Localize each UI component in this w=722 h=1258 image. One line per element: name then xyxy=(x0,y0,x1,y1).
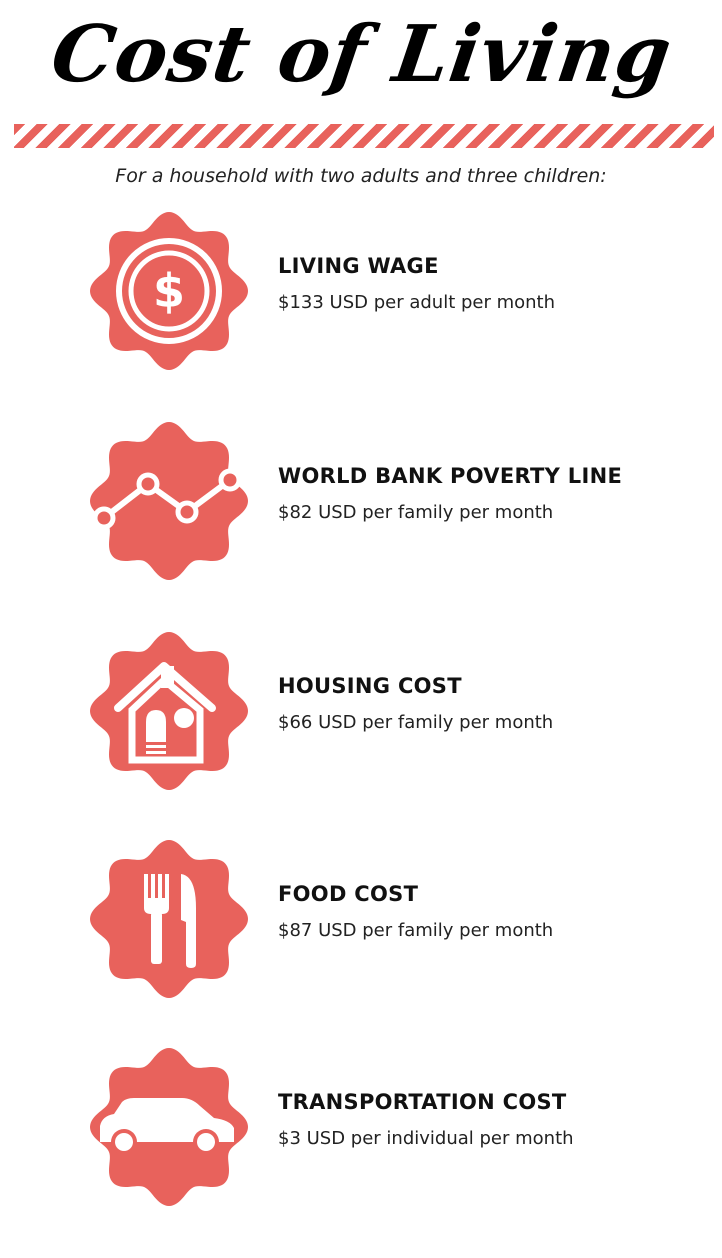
item-heading: WORLD BANK POVERTY LINE xyxy=(278,464,623,488)
fork-knife-icon xyxy=(88,838,250,1000)
car-icon xyxy=(88,1046,250,1208)
item-detail: $133 USD per adult per month xyxy=(278,292,556,313)
item-heading: HOUSING COST xyxy=(278,674,462,698)
item-heading: TRANSPORTATION COST xyxy=(278,1090,567,1114)
item-detail: $3 USD per individual per month xyxy=(278,1128,574,1149)
cost-item-housing: HOUSING COST $66 USD per family per mont… xyxy=(0,630,722,800)
line-graph-icon xyxy=(88,420,250,582)
item-heading: FOOD COST xyxy=(278,882,419,906)
item-heading: LIVING WAGE xyxy=(278,254,439,278)
striped-divider xyxy=(14,124,714,148)
cost-item-poverty-line: WORLD BANK POVERTY LINE $82 USD per fami… xyxy=(0,420,722,590)
page-title: Cost of Living xyxy=(46,9,678,100)
item-detail: $66 USD per family per month xyxy=(278,712,554,733)
house-icon xyxy=(88,630,250,792)
cost-item-transportation: TRANSPORTATION COST $3 USD per individua… xyxy=(0,1046,722,1216)
item-detail: $82 USD per family per month xyxy=(278,502,554,523)
dollar-coin-icon: $ xyxy=(88,210,250,372)
cost-item-living-wage: $ LIVING WAGE $133 USD per adult per mon… xyxy=(0,210,722,380)
subtitle: For a household with two adults and thre… xyxy=(115,165,607,187)
cost-item-food: FOOD COST $87 USD per family per month xyxy=(0,838,722,1008)
svg-text:$: $ xyxy=(153,264,185,318)
item-detail: $87 USD per family per month xyxy=(278,920,554,941)
